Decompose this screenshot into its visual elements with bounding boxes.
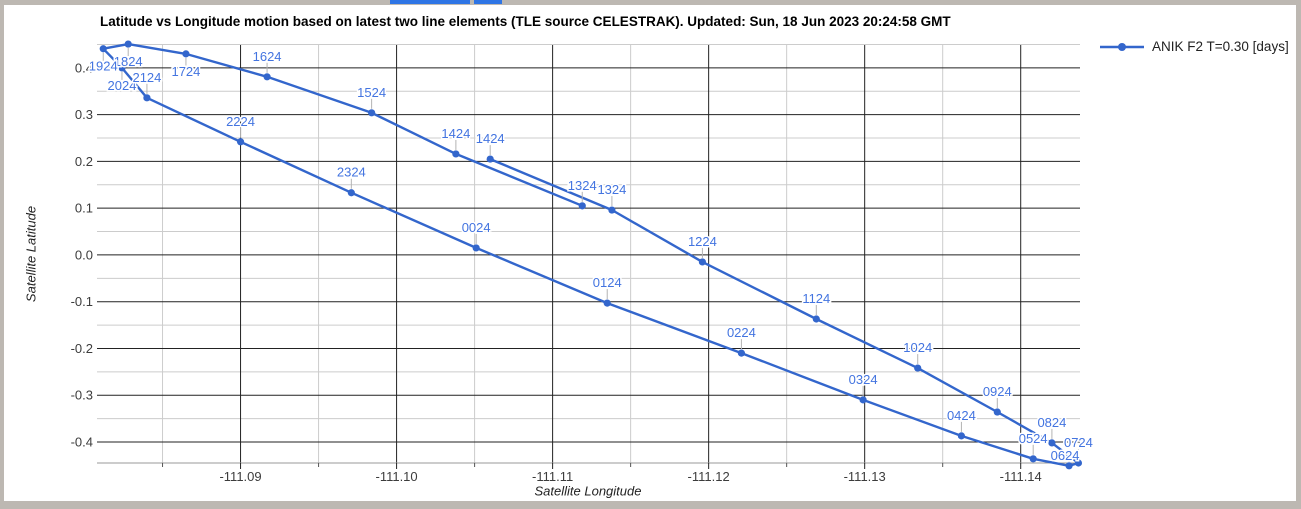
- data-point[interactable]: [993, 408, 1001, 416]
- x-tick-label: -111.09: [219, 469, 261, 484]
- data-point[interactable]: [698, 258, 707, 266]
- data-point[interactable]: [472, 244, 480, 252]
- annotation-label: 1024: [903, 340, 932, 355]
- annotation-label: 1524: [357, 85, 386, 100]
- annotation-label: 1324: [568, 178, 597, 193]
- annotation-label: 1424: [441, 126, 470, 141]
- data-point[interactable]: [1048, 439, 1056, 447]
- annotation-label: 1224: [688, 234, 717, 249]
- annotation-label: 2224: [226, 114, 255, 129]
- y-tick-label: 0.3: [75, 107, 93, 122]
- data-point[interactable]: [99, 45, 107, 53]
- data-point[interactable]: [236, 138, 245, 146]
- series-line: [101, 42, 1080, 467]
- x-tick-label: -111.12: [688, 469, 730, 484]
- data-point[interactable]: [452, 150, 460, 158]
- annotation-label: 1424: [476, 131, 505, 146]
- legend: ANIK F2 T=0.30 [days]: [1099, 39, 1289, 54]
- legend-series-label: ANIK F2 T=0.30 [days]: [1152, 39, 1289, 54]
- y-tick-label: -0.3: [71, 388, 93, 403]
- data-point[interactable]: [182, 50, 190, 58]
- annotation-label: 2024: [108, 78, 137, 93]
- data-point[interactable]: [608, 206, 616, 214]
- annotation-label: 0924: [983, 384, 1012, 399]
- data-point[interactable]: [1074, 459, 1083, 467]
- data-point[interactable]: [603, 299, 611, 307]
- annotation-label: 0424: [947, 408, 976, 423]
- annotation-label: 0224: [727, 325, 756, 340]
- data-point[interactable]: [578, 202, 586, 210]
- data-point[interactable]: [347, 189, 355, 197]
- chart-title: Latitude vs Longitude motion based on la…: [100, 14, 951, 29]
- y-tick-label: -0.2: [71, 341, 93, 356]
- clipped-toolbar-button-1[interactable]: [390, 0, 470, 4]
- annotation-label: 1924: [89, 59, 118, 74]
- annotation-label: 0824: [1037, 415, 1066, 430]
- annotation-label: 0024: [462, 220, 491, 235]
- annotation-label: 1724: [171, 64, 200, 79]
- legend-line-marker-icon: [1100, 42, 1144, 51]
- y-tick-label: 0.1: [75, 201, 93, 216]
- annotation-label: 0624: [1051, 448, 1080, 463]
- y-tick-label: -0.1: [71, 294, 93, 309]
- data-point[interactable]: [263, 73, 271, 81]
- annotation-label: 2124: [132, 70, 161, 85]
- annotation-label: 0324: [849, 372, 878, 387]
- data-point[interactable]: [486, 155, 494, 163]
- data-point[interactable]: [737, 349, 746, 357]
- x-tick-label: -111.10: [375, 469, 417, 484]
- y-tick-label: 0.2: [75, 154, 93, 169]
- data-point[interactable]: [812, 315, 820, 323]
- data-point[interactable]: [1065, 462, 1073, 470]
- data-point[interactable]: [143, 94, 151, 102]
- data-point[interactable]: [957, 432, 966, 440]
- annotation-label: 1324: [597, 182, 626, 197]
- x-tick-label: -111.14: [1000, 469, 1042, 484]
- annotation-label: 0724: [1064, 435, 1093, 450]
- x-axis-title: Satellite Longitude: [534, 483, 642, 499]
- x-tick-label: -111.11: [532, 469, 573, 484]
- clipped-toolbar-button-2[interactable]: [474, 0, 502, 4]
- data-point[interactable]: [124, 40, 132, 48]
- annotation-label: 1124: [802, 291, 830, 306]
- annotation-label: 1624: [253, 49, 282, 64]
- y-tick-label: 0.4: [75, 60, 93, 75]
- annotation-label: 1824: [114, 54, 143, 69]
- data-point[interactable]: [914, 364, 922, 372]
- x-tick-label: -111.13: [844, 469, 886, 484]
- data-point[interactable]: [1029, 455, 1037, 463]
- annotation-label: 0124: [593, 275, 622, 290]
- annotation-label: 2324: [337, 165, 366, 180]
- data-point[interactable]: [859, 396, 867, 404]
- data-point[interactable]: [368, 109, 376, 117]
- annotation-label: 0524: [1019, 431, 1048, 446]
- y-tick-label: 0.0: [75, 247, 93, 262]
- data-point[interactable]: [118, 64, 126, 72]
- y-tick-label: -0.4: [71, 434, 93, 449]
